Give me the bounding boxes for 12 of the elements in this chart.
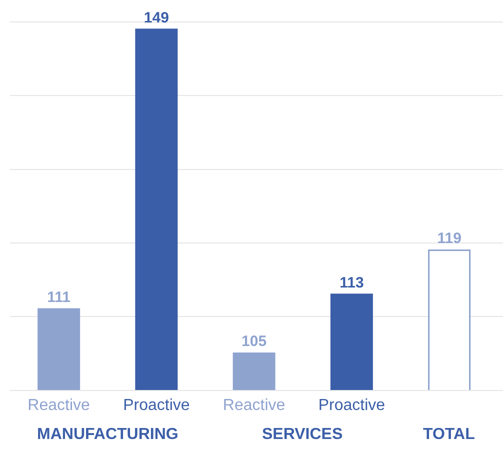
x-tick-label: Reactive [222,397,286,414]
text: SERVICES [262,426,343,443]
text: TOTAL [423,426,476,443]
x-tick-label: Proactive [123,397,190,414]
data-label: 119 [437,230,462,248]
text: MANUFACTURING [37,426,178,443]
data-label: 113 [340,274,364,292]
data-label: 149 [144,9,169,26]
data-label: 111 [47,289,70,306]
data-label: 105 [242,333,267,350]
x-tick-label: Reactive [28,397,90,414]
x-tick-label: Proactive [318,397,386,414]
